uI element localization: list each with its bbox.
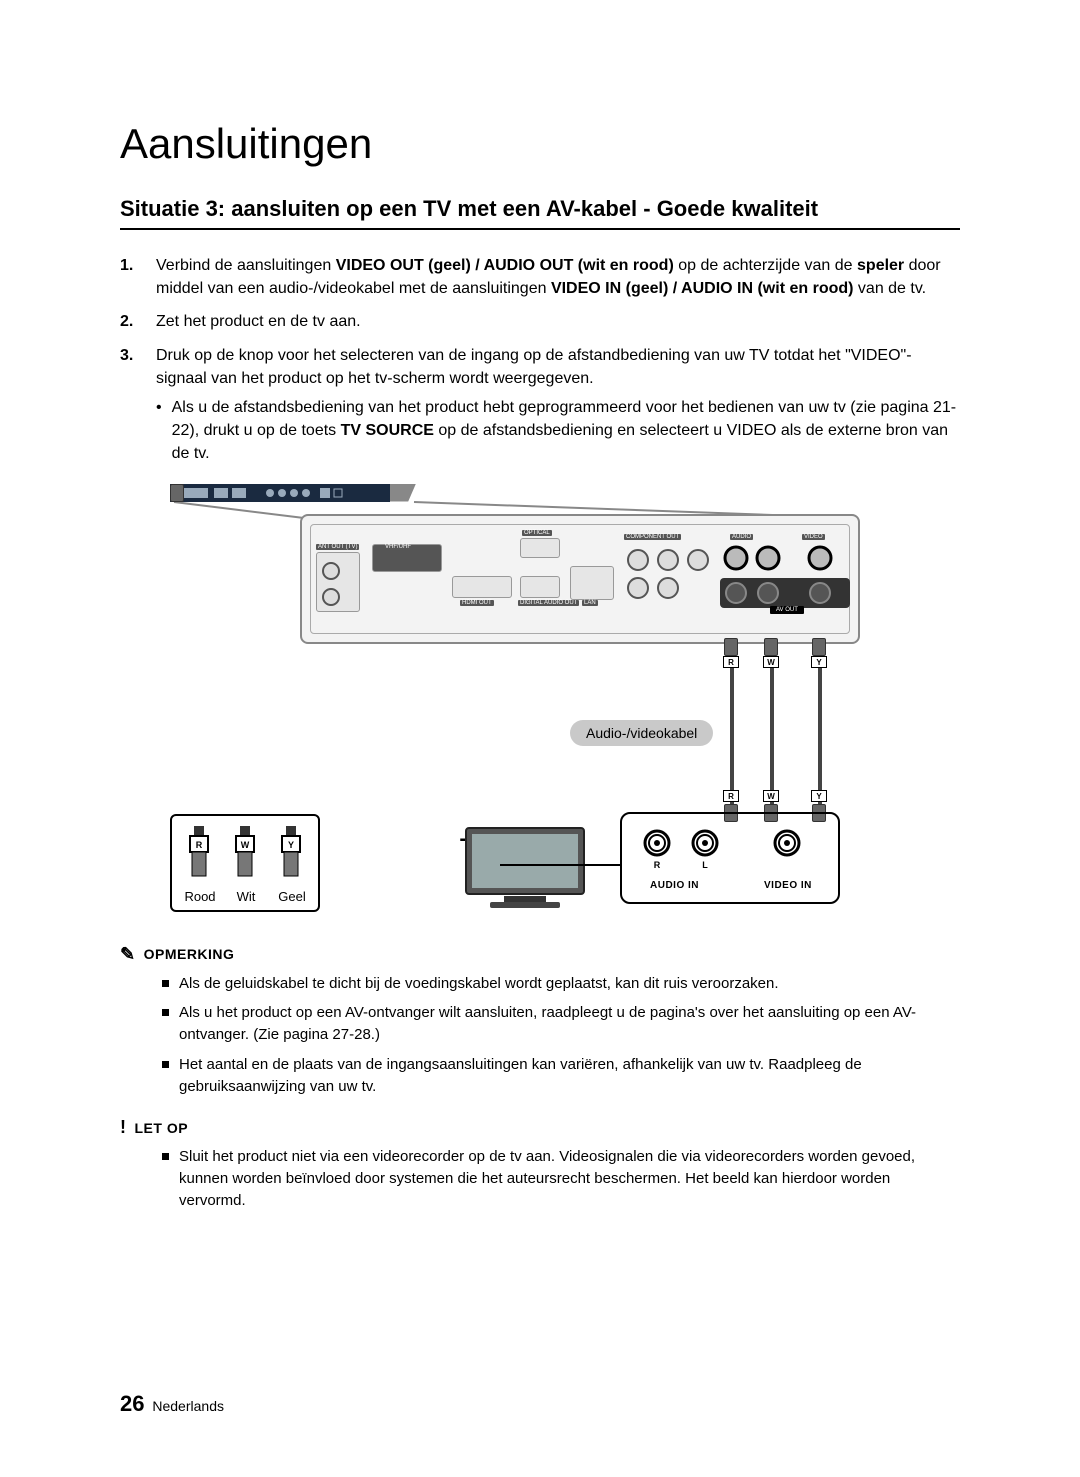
svg-text:Y: Y: [288, 840, 294, 850]
step-num: 3.: [120, 344, 142, 466]
opmerking-label: OPMERKING: [144, 946, 235, 962]
note-item: Als de geluidskabel te dicht bij de voed…: [162, 973, 960, 995]
note-item: Sluit het product niet via een videoreco…: [162, 1146, 960, 1211]
step-2: 2. Zet het product en de tv aan.: [120, 310, 960, 333]
plug-legend: R W Y Rood Wit Geel: [170, 814, 320, 912]
svg-text:W: W: [241, 840, 250, 850]
svg-text:R: R: [196, 840, 203, 850]
warning-icon: !: [120, 1117, 127, 1138]
page-footer: 26 Nederlands: [120, 1391, 224, 1417]
letop-block: ! LET OP Sluit het product niet via een …: [120, 1117, 960, 1211]
connection-diagram: ANT OUT (TV) VHF/UHF HDMI OUT OPTICAL DI…: [170, 484, 930, 924]
note-item: Als u het product op een AV-ontvanger wi…: [162, 1002, 960, 1046]
cable-label: Audio-/videokabel: [570, 720, 713, 746]
note-item: Het aantal en de plaats van de ingangsaa…: [162, 1054, 960, 1098]
step-num: 1.: [120, 254, 142, 300]
rear-panel: ANT OUT (TV) VHF/UHF HDMI OUT OPTICAL DI…: [300, 514, 860, 644]
step-1: 1. Verbind de aansluitingen VIDEO OUT (g…: [120, 254, 960, 300]
step-text: Zet het product en de tv aan.: [156, 310, 361, 333]
tv-illustration: [460, 824, 590, 910]
page-title: Aansluitingen: [120, 120, 960, 168]
sub-bullet: • Als u de afstandsbediening van het pro…: [156, 396, 960, 466]
section-title: Situatie 3: aansluiten op een TV met een…: [120, 196, 960, 230]
tv-inputs-box: R L AUDIO IN VIDEO IN: [620, 812, 840, 904]
steps-list: 1. Verbind de aansluitingen VIDEO OUT (g…: [120, 254, 960, 466]
step-num: 2.: [120, 310, 142, 333]
step-text: Druk op de knop voor het selecteren van …: [156, 344, 960, 466]
note-icon: ✎: [120, 944, 136, 965]
opmerking-block: ✎ OPMERKING Als de geluidskabel te dicht…: [120, 944, 960, 1098]
letop-label: LET OP: [135, 1120, 189, 1136]
step-text: Verbind de aansluitingen VIDEO OUT (geel…: [156, 254, 960, 300]
step-3: 3. Druk op de knop voor het selecteren v…: [120, 344, 960, 466]
